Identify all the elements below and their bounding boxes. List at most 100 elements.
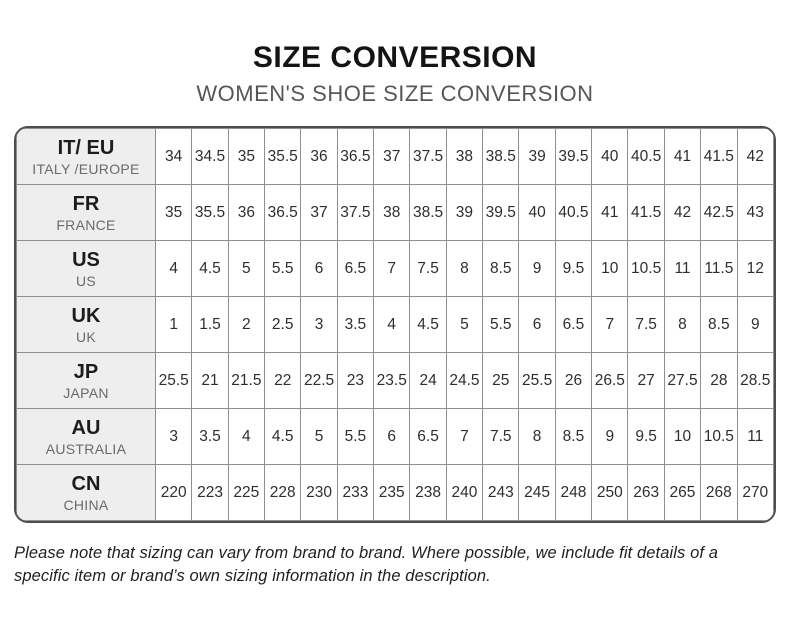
size-value-cell: 223 [191,464,229,521]
size-value-cell: 7 [373,240,411,297]
size-value-cell: 243 [482,464,520,521]
size-value-cell: 9 [591,408,629,465]
row-code-label: IT/ EU [57,136,115,159]
size-value-cell: 37 [300,184,338,241]
size-value-cell: 235 [373,464,411,521]
size-value-cell: 245 [518,464,556,521]
size-value-cell: 5 [300,408,338,465]
size-value-cell: 36.5 [264,184,302,241]
table-row: US US 4 4.5 5 5.5 6 6.5 7 7.5 8 8.5 9 9.5 10 10.5 11 11.5… [16,240,774,297]
size-value-cell: 233 [336,464,375,521]
table-row: IT/ EU ITALY /EUROPE 34 34.5 35 35.5 36 36.5 37 3… [16,128,774,185]
size-value-cell: 10.5 [627,240,665,297]
size-value-cell: 7.5 [627,296,665,353]
size-value-cell: 38 [373,184,411,241]
size-value-cell: 39.5 [554,128,593,185]
size-value-cell: 3 [300,296,338,353]
size-value-cell: 9 [736,296,774,353]
row-region-label: UK [75,328,97,345]
size-value-cell: 8 [663,296,702,353]
table-row: FR FRANCE 35 35.5 36 36.5 37 37.5 38 38.5 39 39.5 40… [16,184,774,241]
size-value-cell: 220 [154,464,193,521]
size-value-cell: 265 [663,464,702,521]
size-value-cell: 41.5 [627,184,665,241]
size-value-cell: 3.5 [336,296,375,353]
size-value-cell: 42 [663,184,702,241]
size-value-cell: 34.5 [191,128,229,185]
sizing-footnote: Please note that sizing can vary from br… [14,544,718,586]
size-value-cell: 25 [482,352,520,409]
row-header-cell: CN CHINA [16,464,156,521]
size-value-cell: 22.5 [300,352,338,409]
size-value-cell: 4.5 [264,408,302,465]
size-value-cell: 26.5 [591,352,629,409]
size-value-cell: 8 [445,240,484,297]
size-value-cell: 38 [445,128,484,185]
size-value-cell: 42 [736,128,774,185]
row-header-cell: US US [16,240,156,297]
size-value-cell: 40.5 [554,184,593,241]
size-value-cell: 40 [518,184,556,241]
size-value-cell: 240 [445,464,484,521]
row-region-label: ITALY /EUROPE [32,160,140,177]
size-value-cell: 39.5 [482,184,520,241]
size-table-body: IT/ EU ITALY /EUROPE 34 34.5 35 35.5 36 36.5 37 3… [16,128,774,521]
size-value-cell: 35 [154,184,193,241]
row-header-cell: FR FRANCE [16,184,156,241]
row-region-label: CHINA [63,496,109,513]
page-title: SIZE CONVERSION [252,41,538,74]
size-value-cell: 5 [445,296,484,353]
size-value-cell: 1 [154,296,193,353]
size-value-cell: 24 [409,352,447,409]
size-value-cell: 6.5 [409,408,447,465]
page-subtitle: WOMEN'S SHOE SIZE CONVERSION [196,81,594,106]
size-value-cell: 37 [373,128,411,185]
size-value-cell: 41 [591,184,629,241]
row-code-label: CN [71,472,101,495]
size-value-cell: 4.5 [191,240,229,297]
size-value-cell: 250 [591,464,629,521]
size-value-cell: 1.5 [191,296,229,353]
size-value-cell: 7 [445,408,484,465]
size-value-cell: 39 [518,128,556,185]
size-value-cell: 38.5 [482,128,520,185]
size-value-cell: 35 [227,128,266,185]
row-region-label: US [75,272,97,289]
size-value-cell: 37.5 [336,184,375,241]
row-header-cell: IT/ EU ITALY /EUROPE [16,128,156,185]
size-value-cell: 268 [700,464,738,521]
size-value-cell: 38.5 [409,184,447,241]
size-value-cell: 8.5 [554,408,593,465]
size-value-cell: 225 [227,464,266,521]
size-value-cell: 11.5 [700,240,738,297]
size-value-cell: 25.5 [518,352,556,409]
size-value-cell: 6 [518,296,556,353]
size-conversion-table: IT/ EU ITALY /EUROPE 34 34.5 35 35.5 36 36.5 37 3… [16,128,774,521]
size-value-cell: 5.5 [336,408,375,465]
size-value-cell: 6.5 [554,296,593,353]
size-value-cell: 6 [373,408,411,465]
size-value-cell: 36 [300,128,338,185]
size-value-cell: 42.5 [700,184,738,241]
size-value-cell: 270 [736,464,774,521]
size-value-cell: 3.5 [191,408,229,465]
size-value-cell: 5 [227,240,266,297]
size-value-cell: 10 [663,408,702,465]
size-value-cell: 21 [191,352,229,409]
size-value-cell: 11 [736,408,774,465]
size-value-cell: 40.5 [627,128,665,185]
size-value-cell: 36 [227,184,266,241]
size-value-cell: 40 [591,128,629,185]
size-value-cell: 4 [227,408,266,465]
size-value-cell: 4.5 [409,296,447,353]
size-value-cell: 27 [627,352,665,409]
size-value-cell: 228 [264,464,302,521]
size-value-cell: 41.5 [700,128,738,185]
size-value-cell: 43 [736,184,774,241]
size-value-cell: 8.5 [700,296,738,353]
size-value-cell: 28.5 [736,352,774,409]
table-row: CN CHINA 220 223 225 228 230 233 235 238 240 243 245… [16,464,774,521]
size-value-cell: 36.5 [336,128,375,185]
size-value-cell: 6.5 [336,240,375,297]
